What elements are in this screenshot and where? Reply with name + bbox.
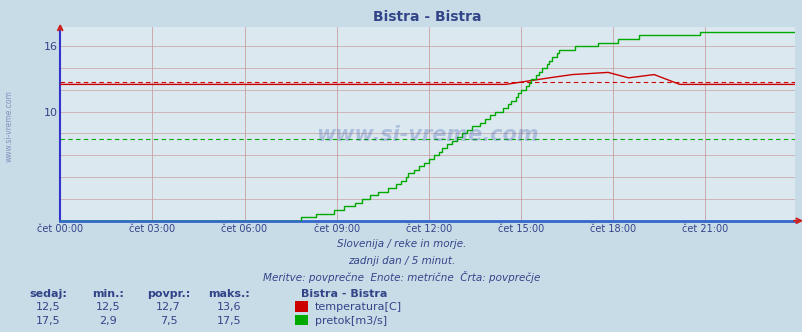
Text: povpr.:: povpr.:: [147, 289, 190, 299]
Text: 2,9: 2,9: [99, 316, 117, 326]
Text: 12,7: 12,7: [156, 302, 180, 312]
Text: temperatura[C]: temperatura[C]: [314, 302, 401, 312]
Text: 7,5: 7,5: [160, 316, 177, 326]
Text: www.si-vreme.com: www.si-vreme.com: [316, 125, 538, 145]
Text: Slovenija / reke in morje.: Slovenija / reke in morje.: [336, 239, 466, 249]
Text: 17,5: 17,5: [217, 316, 241, 326]
Text: pretok[m3/s]: pretok[m3/s]: [314, 316, 387, 326]
Text: sedaj:: sedaj:: [29, 289, 67, 299]
Text: Meritve: povprečne  Enote: metrične  Črta: povprečje: Meritve: povprečne Enote: metrične Črta:…: [262, 271, 540, 283]
Text: zadnji dan / 5 minut.: zadnji dan / 5 minut.: [347, 256, 455, 266]
Text: min.:: min.:: [92, 289, 124, 299]
Text: 17,5: 17,5: [36, 316, 60, 326]
Text: 12,5: 12,5: [96, 302, 120, 312]
Text: 13,6: 13,6: [217, 302, 241, 312]
Text: 12,5: 12,5: [36, 302, 60, 312]
Text: www.si-vreme.com: www.si-vreme.com: [5, 90, 14, 162]
Text: maks.:: maks.:: [208, 289, 249, 299]
Title: Bistra - Bistra: Bistra - Bistra: [373, 10, 481, 24]
Text: Bistra - Bistra: Bistra - Bistra: [301, 289, 387, 299]
